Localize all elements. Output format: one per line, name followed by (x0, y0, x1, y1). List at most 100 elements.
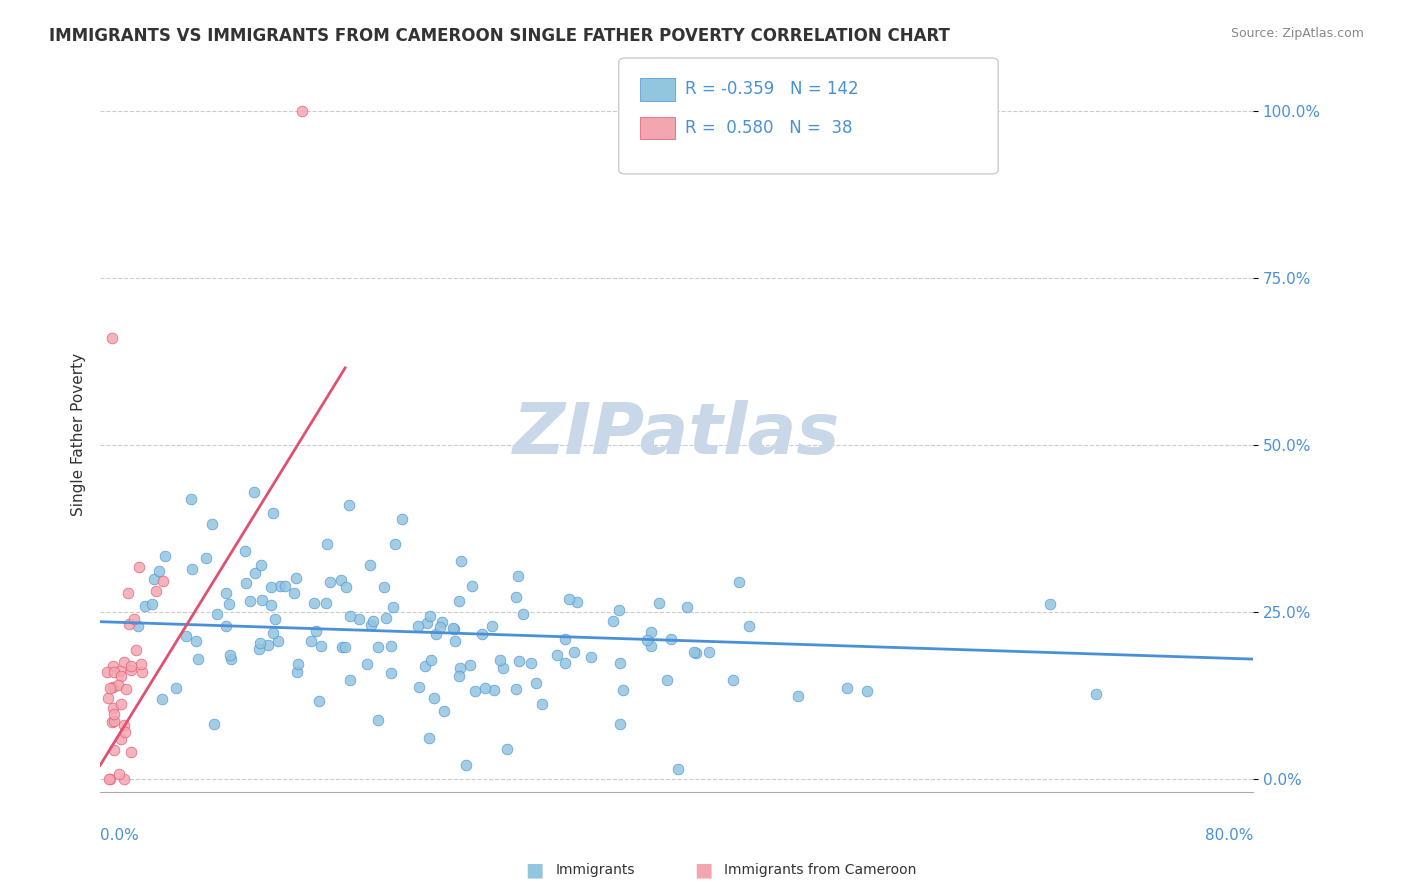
Point (425, 627, 447, 641)
Point (112, 772, 135, 786)
Point (330, 640, 353, 654)
Point (150, 691, 173, 706)
Point (495, 741, 517, 756)
Point (655, 673, 678, 688)
Point (103, 743, 125, 757)
Point (676, 600, 699, 615)
Text: Source: ZipAtlas.com: Source: ZipAtlas.com (1230, 27, 1364, 40)
Y-axis label: Single Father Poverty: Single Father Poverty (72, 353, 86, 516)
Point (287, 657, 309, 671)
Point (256, 638, 278, 652)
Text: ■: ■ (693, 860, 713, 880)
Point (554, 632, 576, 647)
Point (108, 664, 131, 678)
Point (506, 569, 529, 583)
Point (492, 661, 515, 675)
Point (381, 599, 404, 614)
Point (302, 596, 325, 610)
Point (609, 717, 631, 731)
Point (384, 537, 406, 551)
Point (415, 658, 437, 673)
Point (250, 593, 273, 607)
Point (339, 673, 361, 687)
Point (120, 745, 142, 759)
Point (181, 562, 204, 576)
Point (640, 639, 662, 653)
Point (97, 691, 120, 706)
Point (142, 572, 165, 586)
Point (460, 579, 482, 593)
Point (201, 516, 224, 531)
Text: Immigrants from Cameroon: Immigrants from Cameroon (724, 863, 917, 877)
Point (180, 492, 202, 507)
Point (505, 681, 527, 696)
Point (432, 615, 454, 630)
Text: 0.0%: 0.0% (100, 828, 139, 843)
Point (98, 772, 121, 786)
Point (449, 661, 471, 675)
Point (103, 707, 125, 722)
Point (367, 714, 389, 728)
Point (666, 762, 689, 776)
Point (284, 571, 307, 585)
Point (415, 616, 437, 631)
Point (110, 669, 132, 683)
Point (612, 682, 634, 697)
Point (512, 607, 534, 621)
Point (235, 575, 257, 590)
Text: Immigrants: Immigrants (555, 863, 636, 877)
Point (581, 650, 603, 665)
Point (380, 639, 402, 653)
Point (447, 669, 470, 683)
Point (153, 549, 176, 563)
Point (202, 716, 225, 731)
Point (128, 560, 150, 574)
Point (233, 544, 256, 558)
Point (329, 573, 352, 587)
Point (347, 612, 370, 626)
Point (247, 642, 270, 657)
Point (640, 624, 662, 639)
Point (1085, 687, 1108, 701)
Point (205, 607, 228, 622)
Point (450, 554, 472, 568)
Point (218, 597, 240, 611)
Point (145, 584, 167, 599)
Point (648, 596, 671, 610)
Point (464, 684, 486, 698)
Text: ZIPatlas: ZIPatlas (513, 401, 841, 469)
Point (148, 565, 170, 579)
Point (685, 646, 707, 660)
Point (269, 579, 291, 593)
Point (195, 551, 218, 566)
Point (215, 586, 238, 600)
Point (242, 485, 264, 500)
Point (285, 665, 308, 680)
Point (315, 596, 337, 610)
Point (524, 676, 547, 690)
Point (659, 632, 682, 646)
Point (835, 681, 858, 696)
Point (267, 634, 290, 648)
Point (316, 537, 339, 551)
Point (406, 619, 429, 633)
Point (458, 658, 481, 673)
Point (505, 590, 527, 604)
Point (449, 594, 471, 608)
Point (419, 608, 441, 623)
Point (107, 678, 129, 692)
Point (408, 680, 430, 694)
Point (260, 580, 283, 594)
Point (682, 645, 704, 659)
Point (112, 718, 135, 732)
Point (367, 640, 389, 655)
Point (305, 624, 328, 638)
Point (250, 558, 273, 572)
Point (474, 681, 496, 695)
Text: 80.0%: 80.0% (1205, 828, 1253, 843)
Point (129, 657, 152, 671)
Point (141, 597, 163, 611)
Point (101, 715, 124, 730)
Point (636, 632, 658, 647)
Point (530, 697, 553, 711)
